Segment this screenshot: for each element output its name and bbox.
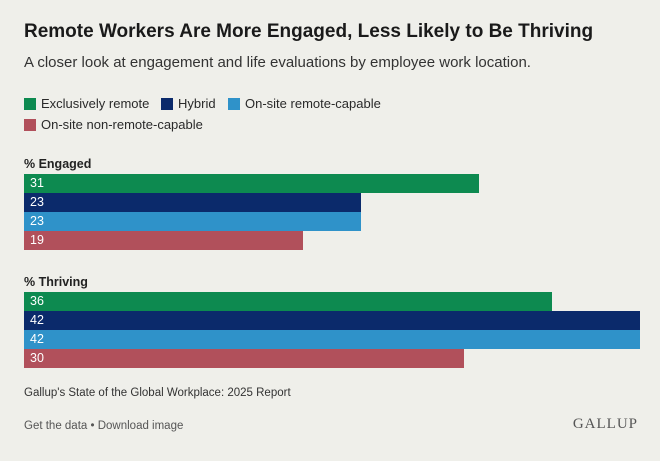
legend-swatch <box>24 97 36 110</box>
bar: 23 <box>24 212 362 231</box>
chart-subtitle: A closer look at engagement and life eva… <box>24 54 531 71</box>
legend-item: Exclusively remote <box>24 96 149 111</box>
gallup-logo: GALLUP <box>572 416 638 432</box>
legend-label: Hybrid <box>178 96 216 111</box>
bar-value-label: 42 <box>30 332 44 346</box>
legend-swatch <box>24 118 36 131</box>
bar: 36 <box>24 292 552 311</box>
bar-value-label: 42 <box>30 313 44 327</box>
legend-label: On-site non-remote-capable <box>41 117 203 132</box>
source-note: Gallup's State of the Global Workplace: … <box>24 387 291 399</box>
bar-value-label: 19 <box>30 233 44 247</box>
legend-item: On-site non-remote-capable <box>24 117 203 132</box>
bar: 30 <box>24 349 464 368</box>
legend-swatch <box>161 97 173 110</box>
bar: 19 <box>24 231 303 250</box>
bar-value-label: 23 <box>30 195 44 209</box>
legend-swatch <box>228 97 240 110</box>
bar-value-label: 23 <box>30 214 44 228</box>
chart-title: Remote Workers Are More Engaged, Less Li… <box>24 21 594 42</box>
legend-item: On-site remote-capable <box>228 96 381 111</box>
legend-label: Exclusively remote <box>41 96 150 111</box>
group-label: % Thriving <box>24 275 88 289</box>
footer-links[interactable]: Get the data • Download image <box>24 420 184 432</box>
bar: 42 <box>24 330 640 349</box>
legend-item: Hybrid <box>161 96 216 111</box>
bar-value-label: 36 <box>30 294 44 308</box>
bar: 42 <box>24 311 640 330</box>
bar: 31 <box>24 174 479 193</box>
bar-value-label: 31 <box>30 176 44 190</box>
bar: 23 <box>24 193 362 212</box>
legend-label: On-site remote-capable <box>245 96 381 111</box>
bar-value-label: 30 <box>30 351 44 365</box>
group-label: % Engaged <box>24 157 92 171</box>
